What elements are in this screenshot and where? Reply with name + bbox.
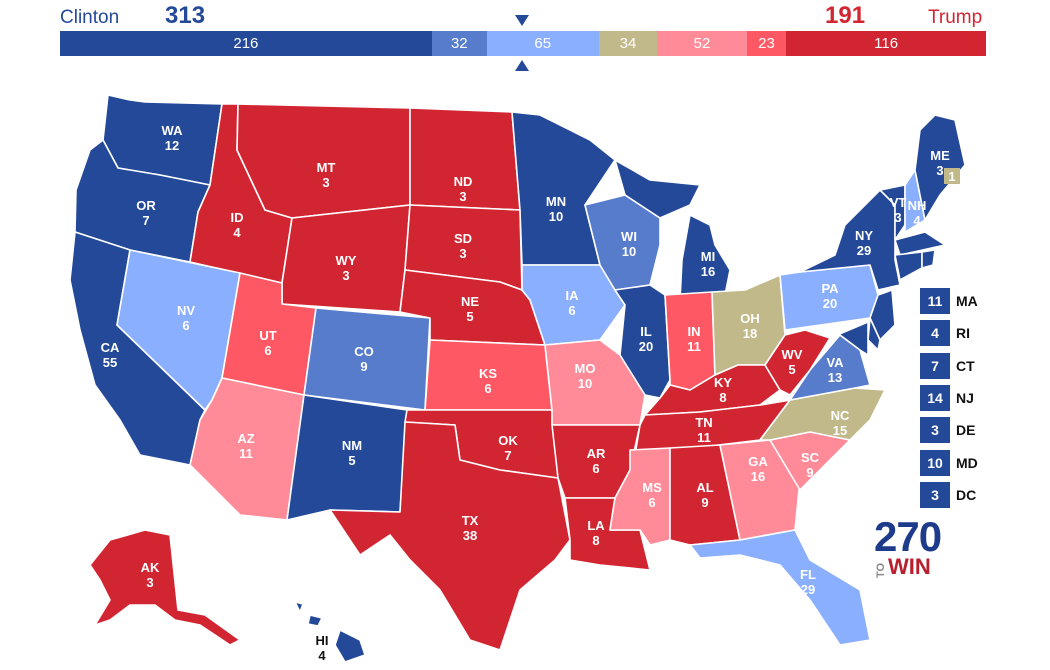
label-MO: MO 10: [575, 361, 596, 391]
logo-to: TO: [875, 562, 887, 578]
state-CT[interactable]: [894, 251, 923, 281]
state-MD[interactable]: [829, 321, 869, 356]
rep-electoral-total: 191: [825, 2, 866, 29]
label-NM: NM 5: [342, 438, 362, 468]
bar-segment-1: 32: [431, 31, 487, 56]
label-NV: NV 6: [177, 303, 195, 333]
label-AR: AR 6: [587, 446, 606, 476]
small-state-ev-MD[interactable]: 10: [920, 449, 950, 476]
label-NC: NC 15: [831, 408, 850, 438]
state-WV[interactable]: [764, 329, 831, 396]
small-state-label-RI: RI: [956, 325, 970, 342]
label-MS: MS 6: [642, 480, 662, 510]
bar-segment-3: 34: [598, 31, 658, 56]
label-ME2: 1: [948, 169, 955, 184]
state-TX[interactable]: [329, 421, 571, 651]
small-state-label-DC: DC: [956, 486, 977, 503]
dem-electoral-total: 313: [165, 2, 206, 29]
label-NE: NE 5: [461, 294, 479, 324]
state-ME[interactable]: [914, 114, 966, 221]
label-IA: IA 6: [566, 288, 580, 318]
small-state-label-CT: CT: [956, 357, 975, 374]
label-LA: LA 8: [587, 518, 605, 548]
label-AL: AL 9: [696, 480, 713, 510]
label-SD: SD 3: [454, 231, 472, 261]
label-PA: PA 20: [821, 281, 839, 311]
label-TN: TN 11: [695, 415, 712, 445]
electoral-vote-bar: 216 32 65 34 52 23 116: [60, 31, 986, 56]
270towin-logo: 270 TOWIN: [874, 513, 944, 581]
label-OK: OK 7: [498, 433, 518, 463]
label-KS: KS 6: [479, 366, 497, 396]
small-state-label-MA: MA: [956, 293, 978, 309]
state-HI[interactable]: [294, 601, 366, 663]
label-HI: HI 4: [316, 633, 329, 663]
270-marker-bottom-icon: [515, 60, 529, 71]
state-MA[interactable]: [894, 231, 946, 256]
state-NM[interactable]: [286, 394, 408, 521]
label-WV: WV 5: [782, 347, 803, 377]
label-WY: WY 3: [336, 253, 357, 283]
logo-number: 270: [874, 513, 942, 560]
label-WA: WA 12: [162, 123, 184, 153]
bar-segment-5: 23: [746, 31, 787, 56]
bar-segment-2: 65: [486, 31, 599, 56]
label-MN: MN 10: [546, 194, 566, 224]
state-NC[interactable]: [759, 387, 886, 441]
label-IN: IN 11: [687, 324, 701, 354]
label-AZ: AZ 11: [237, 431, 254, 461]
label-FL: FL 29: [800, 567, 816, 597]
logo-word: WIN: [888, 554, 931, 579]
label-ID: ID 4: [231, 210, 244, 240]
small-state-label-DE: DE: [956, 422, 976, 439]
rep-candidate-name: Trump: [928, 7, 983, 28]
small-state-ev-DE[interactable]: 3: [920, 417, 950, 444]
state-NJ[interactable]: [869, 289, 896, 341]
state-RI[interactable]: [921, 249, 936, 269]
dem-candidate-name: Clinton: [60, 7, 120, 28]
label-NH: NH 4: [908, 198, 927, 228]
label-VT: VT 3: [890, 195, 907, 225]
state-MI[interactable]: [614, 159, 731, 301]
label-IL: IL 20: [639, 324, 653, 354]
label-KY: KY 8: [714, 375, 732, 405]
small-state-ev-RI[interactable]: 4: [920, 320, 950, 347]
bar-segment-6: 116: [786, 31, 986, 56]
label-MT: MT 3: [317, 160, 336, 190]
270-marker-top-icon: [515, 15, 529, 26]
bar-segment-0: 216: [60, 31, 432, 56]
state-ME2[interactable]: [944, 168, 960, 184]
bar-segment-4: 52: [657, 31, 747, 56]
label-CA: CA 55: [101, 340, 120, 370]
small-state-ev-CT[interactable]: 7: [920, 352, 950, 379]
label-NY: NY 29: [855, 228, 873, 258]
label-OR: OR 7: [136, 198, 156, 228]
state-GA[interactable]: [719, 439, 801, 541]
label-CO: CO 9: [354, 344, 374, 374]
label-OH: OH 18: [740, 311, 760, 341]
small-state-label-MD: MD: [956, 454, 978, 471]
label-VA: VA 13: [826, 355, 844, 385]
label-GA: GA 16: [748, 454, 768, 484]
state-FL[interactable]: [689, 529, 871, 646]
label-ME: ME 3: [930, 148, 950, 178]
label-WI: WI 10: [621, 229, 637, 259]
state-VT[interactable]: [879, 184, 906, 241]
label-TX: TX 38: [462, 513, 479, 543]
label-SC: SC 9: [801, 450, 820, 480]
label-AK: AK 3: [141, 560, 160, 590]
small-state-ev-DC[interactable]: 3: [920, 481, 950, 508]
small-state-label-NJ: NJ: [956, 389, 974, 406]
state-AK[interactable]: [89, 529, 241, 646]
small-state-ev-MA[interactable]: 11: [920, 288, 950, 314]
label-ND: ND 3: [454, 174, 473, 204]
state-MO[interactable]: [544, 339, 646, 426]
label-MI: MI 16: [701, 249, 715, 279]
label-UT: UT 6: [259, 328, 276, 358]
small-state-ev-NJ[interactable]: 14: [920, 384, 950, 411]
